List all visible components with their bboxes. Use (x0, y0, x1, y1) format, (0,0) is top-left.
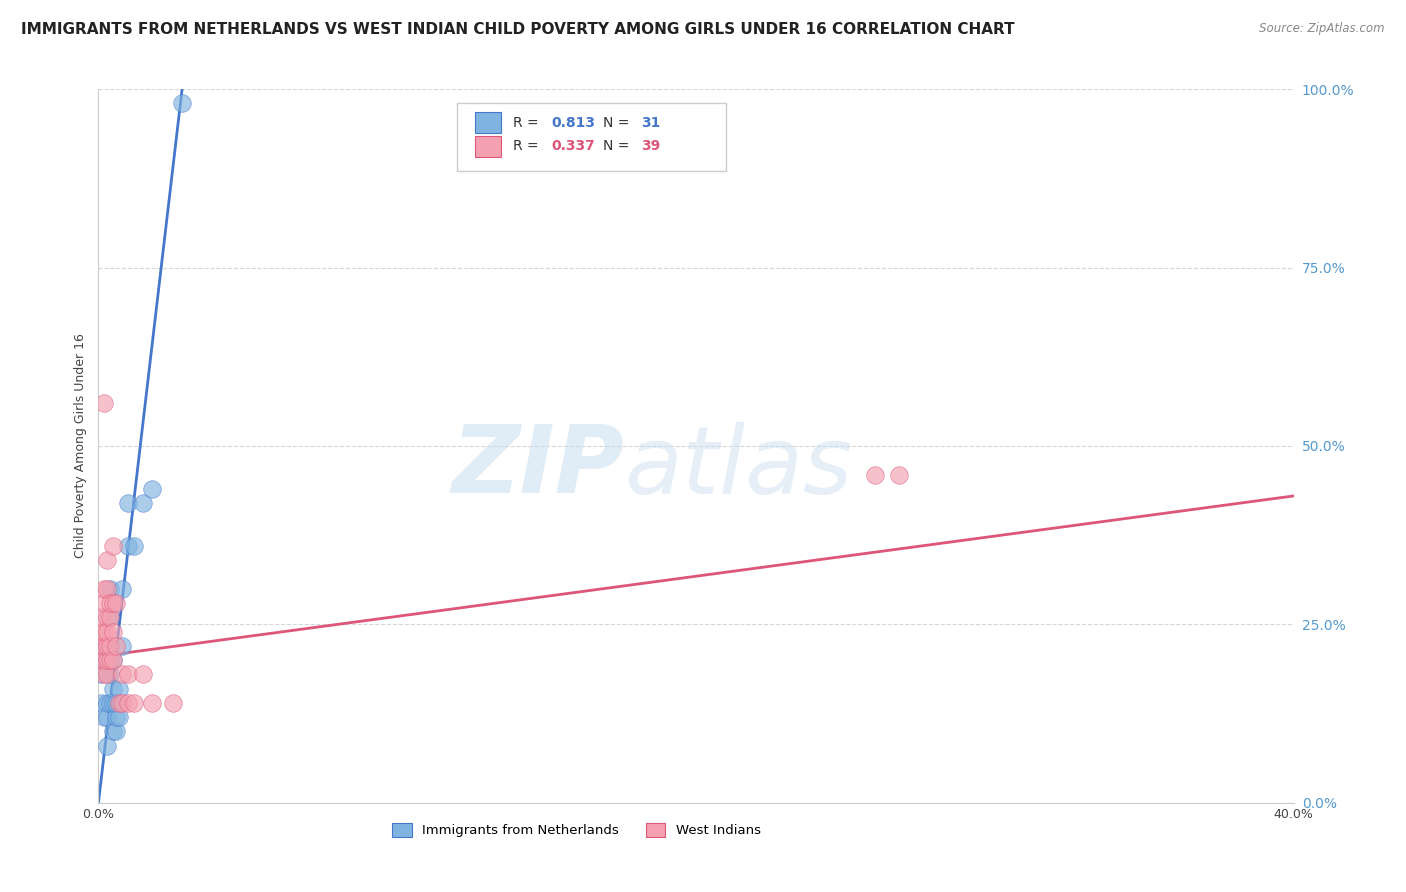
Point (96, 667, 118, 681)
Point (90, 667, 112, 681)
Legend: Immigrants from Netherlands, West Indians: Immigrants from Netherlands, West Indian… (387, 818, 766, 843)
Point (93, 653, 115, 667)
Point (96, 653, 118, 667)
Point (96, 582, 118, 596)
Point (93, 639, 115, 653)
Point (141, 482, 163, 496)
Point (103, 653, 125, 667)
Text: IMMIGRANTS FROM NETHERLANDS VS WEST INDIAN CHILD POVERTY AMONG GIRLS UNDER 16 CO: IMMIGRANTS FROM NETHERLANDS VS WEST INDI… (21, 22, 1015, 37)
Text: 39: 39 (641, 139, 661, 153)
Point (93, 639, 115, 653)
Point (117, 539, 139, 553)
Point (93, 596, 115, 610)
Point (172, 96, 194, 111)
FancyBboxPatch shape (475, 112, 501, 134)
Text: N =: N = (603, 116, 634, 129)
Point (111, 582, 134, 596)
Point (98, 582, 122, 596)
Point (111, 696, 134, 710)
Point (117, 667, 139, 681)
Text: R =: R = (513, 139, 543, 153)
Point (90, 653, 112, 667)
Point (98, 696, 122, 710)
Point (96, 553, 118, 567)
Point (108, 696, 131, 710)
Point (93, 396, 115, 410)
Point (96, 610, 118, 624)
FancyBboxPatch shape (457, 103, 725, 171)
Point (103, 596, 125, 610)
Point (865, 467, 887, 482)
Point (90, 610, 112, 624)
Point (111, 667, 134, 681)
Text: 0.337: 0.337 (551, 139, 595, 153)
Point (96, 653, 118, 667)
Text: 31: 31 (641, 116, 661, 129)
Text: R =: R = (513, 116, 543, 129)
Text: 0.813: 0.813 (551, 116, 595, 129)
Point (90, 639, 112, 653)
Point (90, 624, 112, 639)
Point (117, 696, 139, 710)
Text: ZIP: ZIP (451, 421, 624, 514)
Point (103, 681, 125, 696)
Point (93, 582, 115, 596)
Point (98, 667, 122, 681)
Point (93, 624, 115, 639)
Point (103, 724, 125, 739)
Point (93, 667, 115, 681)
Point (124, 539, 146, 553)
Text: atlas: atlas (624, 422, 852, 513)
Point (98, 610, 122, 624)
Point (103, 696, 125, 710)
Point (96, 639, 118, 653)
Point (124, 696, 146, 710)
Point (93, 710, 115, 724)
Point (98, 610, 122, 624)
Point (132, 667, 155, 681)
Point (889, 467, 911, 482)
Text: Source: ZipAtlas.com: Source: ZipAtlas.com (1260, 22, 1385, 36)
Text: N =: N = (603, 139, 634, 153)
Point (96, 739, 118, 753)
Y-axis label: Child Poverty Among Girls Under 16: Child Poverty Among Girls Under 16 (73, 334, 87, 558)
Point (105, 596, 128, 610)
Point (98, 596, 122, 610)
Point (90, 696, 112, 710)
Point (96, 696, 118, 710)
Point (105, 696, 128, 710)
Point (98, 653, 122, 667)
FancyBboxPatch shape (475, 136, 501, 157)
Point (103, 653, 125, 667)
Point (96, 624, 118, 639)
Point (105, 724, 128, 739)
Point (132, 496, 155, 510)
Point (162, 696, 184, 710)
Point (93, 653, 115, 667)
Point (103, 624, 125, 639)
Point (98, 639, 122, 653)
Point (108, 710, 131, 724)
Point (108, 681, 131, 696)
Point (96, 639, 118, 653)
Point (105, 639, 128, 653)
Point (141, 696, 163, 710)
Point (105, 710, 128, 724)
Point (103, 539, 125, 553)
Point (96, 710, 118, 724)
Point (111, 639, 134, 653)
Point (117, 496, 139, 510)
